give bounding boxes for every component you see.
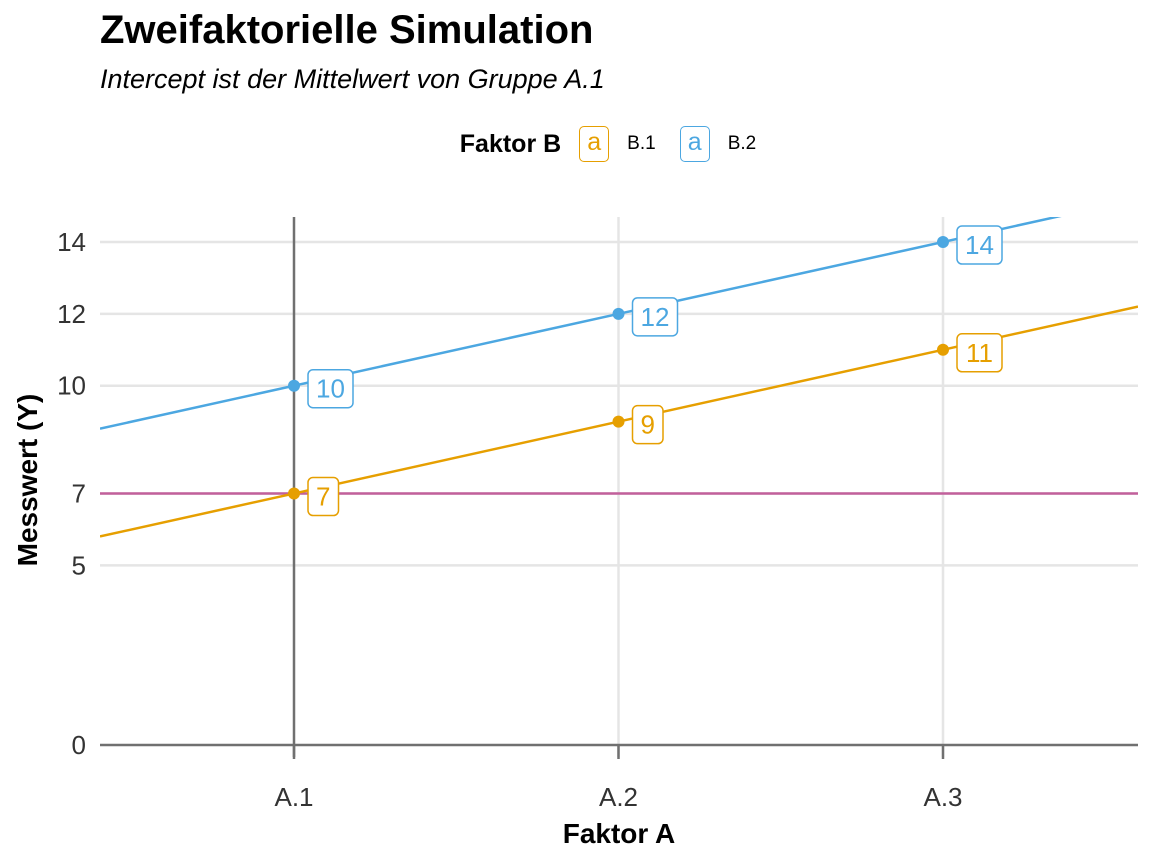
y-axis-title: Messwert (Y) [12, 394, 43, 567]
data-point-B.2 [613, 308, 625, 320]
y-tick-label: 0 [72, 730, 86, 760]
data-labels: 7 9 11 10 12 14 [308, 226, 1002, 516]
data-label-B.1: 7 [316, 482, 330, 512]
y-tick-label: 7 [72, 479, 86, 509]
data-point-B.1 [937, 344, 949, 356]
data-label-B.2: 10 [316, 374, 345, 404]
y-tick-label: 14 [57, 227, 86, 257]
y-tick-label: 12 [57, 299, 86, 329]
gridlines [100, 217, 1138, 757]
x-axis-title: Faktor A [563, 818, 676, 849]
data-label-B.2: 12 [641, 302, 670, 332]
data-point-B.2 [288, 380, 300, 392]
y-tick-label: 10 [57, 371, 86, 401]
x-tick-label: A.1 [274, 782, 313, 812]
x-tick-label: A.2 [599, 782, 638, 812]
y-tick-label: 5 [72, 550, 86, 580]
data-label-B.2: 14 [965, 230, 994, 260]
data-label-B.1: 11 [966, 338, 993, 368]
data-point-B.2 [937, 236, 949, 248]
data-label-B.1: 9 [641, 410, 655, 440]
x-tick-label: A.3 [923, 782, 962, 812]
data-point-B.1 [613, 416, 625, 428]
data-point-B.1 [288, 488, 300, 500]
